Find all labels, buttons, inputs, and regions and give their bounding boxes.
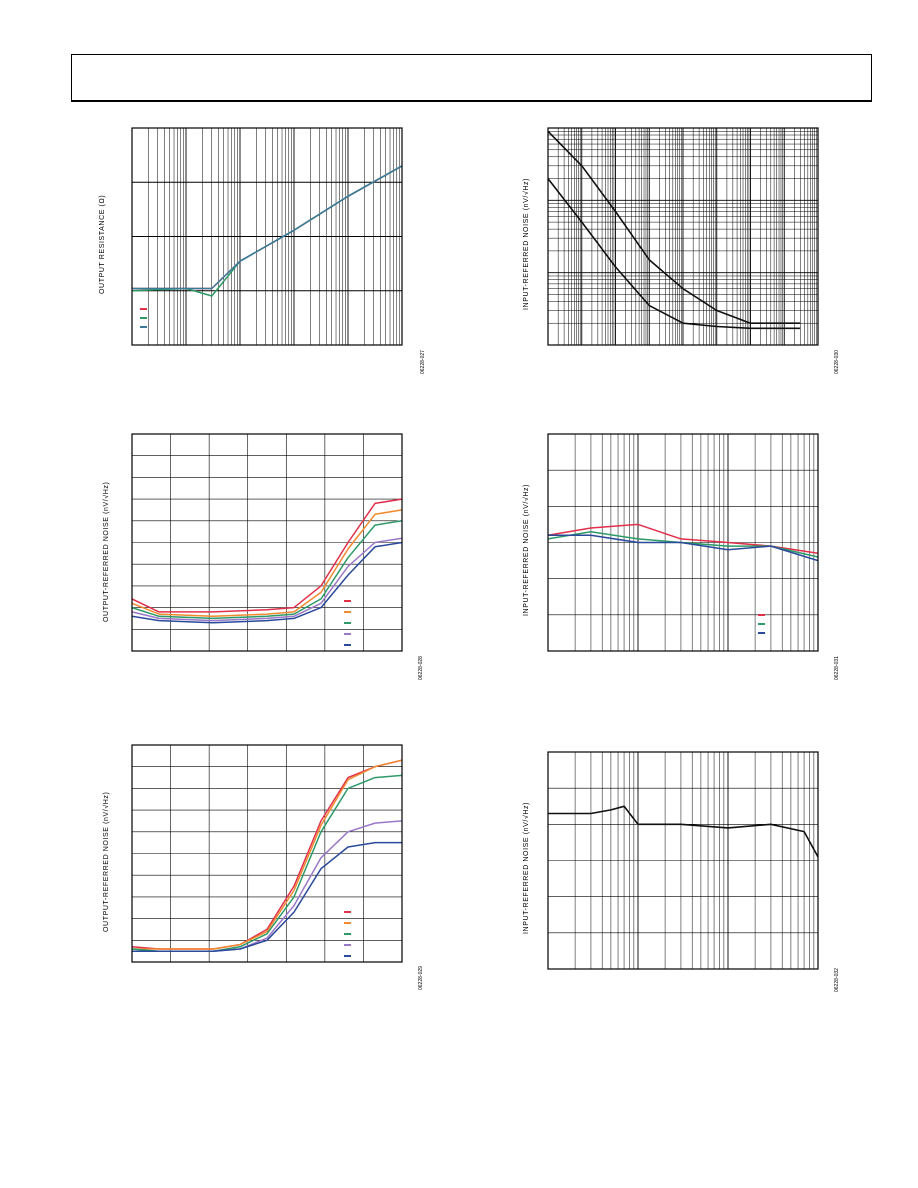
chart-output-noise-a (131, 433, 403, 652)
plot-frame (131, 127, 403, 346)
series-line (131, 498, 403, 613)
figure-id: 06228-030 (834, 350, 840, 374)
series-line (548, 805, 819, 858)
figure-id: 06228-028 (418, 656, 424, 680)
grid (132, 745, 402, 962)
page-header (71, 54, 872, 102)
series-line (132, 841, 402, 952)
series-line (547, 130, 801, 324)
grid (547, 752, 818, 969)
series-line (132, 165, 403, 290)
chart-input-noise-c (547, 751, 819, 970)
series-line (131, 537, 403, 622)
series-line (547, 523, 819, 555)
axis-label-y: OUTPUT-REFERRED NOISE (nV/√Hz) (103, 481, 110, 622)
chart-output-resistance (131, 127, 403, 346)
plot-frame (131, 433, 403, 652)
plot-frame (131, 744, 403, 963)
plot-frame (547, 127, 819, 346)
plot-frame (547, 433, 819, 652)
plot-frame (547, 751, 819, 970)
grid (547, 128, 818, 346)
chart-input-noise-vs-frequency (547, 127, 819, 346)
series-line (131, 541, 403, 624)
chart-input-noise-b (547, 433, 819, 652)
series-line (131, 520, 403, 620)
figure-id: 06228-032 (834, 968, 840, 992)
axis-label-y: INPUT-REFERRED NOISE (nV/√Hz) (523, 177, 530, 310)
series-line (132, 165, 403, 290)
series-line (131, 509, 403, 618)
series-line (131, 165, 403, 297)
figure-id: 06228-027 (420, 350, 426, 374)
grid (131, 128, 402, 346)
series-line (132, 759, 403, 950)
axis-label-y: INPUT-REFERRED NOISE (nV/√Hz) (523, 483, 530, 616)
figure-id: 06228-029 (418, 966, 424, 990)
chart-output-noise-b (131, 744, 403, 963)
axis-label-y: OUTPUT-REFERRED NOISE (nV/√Hz) (103, 791, 110, 932)
series-line (548, 534, 819, 562)
axis-label-y: INPUT-REFERRED NOISE (nV/√Hz) (523, 801, 530, 934)
series-line (547, 178, 801, 330)
axis-label-y: OUTPUT RESISTANCE (Ω) (99, 194, 106, 294)
series-line (131, 774, 403, 952)
figure-id: 06228-031 (834, 656, 840, 680)
